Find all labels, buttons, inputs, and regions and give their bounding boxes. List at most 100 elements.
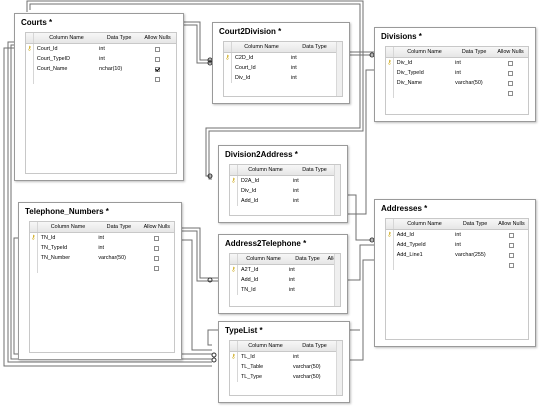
data-type[interactable]: int	[291, 75, 297, 81]
allow-nulls-checkbox[interactable]	[155, 66, 161, 72]
row-selector[interactable]	[386, 240, 394, 250]
table-row[interactable]: Court_Name nchar(10)	[26, 64, 176, 74]
table-row[interactable]: ⚷ Court_Id int	[26, 44, 176, 54]
allow-nulls-checkbox[interactable]	[508, 252, 514, 258]
row-selector[interactable]	[30, 243, 38, 253]
allow-nulls-checkbox[interactable]	[155, 76, 161, 82]
row-selector[interactable]	[386, 88, 394, 98]
column-name[interactable]: Add_Id	[241, 277, 259, 283]
column-name[interactable]: TN_Number	[40, 255, 71, 261]
column-name[interactable]: Court_TypeID	[36, 56, 71, 62]
table-courts[interactable]: Courts * Column Name Data Type Allow Nul…	[14, 13, 184, 181]
column-name[interactable]: TL_Id	[241, 354, 255, 360]
row-selector[interactable]	[386, 260, 394, 270]
allow-nulls-checkbox[interactable]	[154, 245, 160, 251]
column-name[interactable]: Div_Name	[396, 80, 422, 86]
data-type[interactable]: int	[293, 198, 299, 204]
data-type[interactable]: varchar(50)	[293, 364, 321, 370]
data-type[interactable]: int	[455, 232, 461, 238]
column-name[interactable]: TN_Id	[241, 287, 256, 293]
data-type[interactable]: int	[99, 46, 105, 52]
data-type[interactable]: int	[98, 235, 105, 241]
data-type[interactable]: int	[291, 55, 297, 61]
column-name[interactable]: Div_Id	[241, 188, 257, 194]
table-typelist[interactable]: TypeList * Column Name Data Type ⚷ TL_Id…	[218, 321, 350, 403]
column-name[interactable]: Add_TypeId	[396, 242, 426, 248]
table-row[interactable]: TL_Type varchar(50)	[230, 372, 342, 382]
allow-nulls-checkbox[interactable]	[155, 56, 161, 62]
table-row[interactable]: TL_Table varchar(50)	[230, 362, 342, 372]
data-type[interactable]: int	[455, 242, 461, 248]
allow-nulls-checkbox[interactable]	[508, 262, 514, 268]
allow-nulls-checkbox[interactable]	[508, 242, 514, 248]
allow-nulls-checkbox[interactable]	[154, 235, 160, 241]
table-row-empty[interactable]	[386, 260, 528, 270]
table-row[interactable]: ⚷ A2T_Id int	[230, 265, 340, 275]
table-telephone-numbers[interactable]: Telephone_Numbers * Column Name Data Typ…	[18, 202, 182, 360]
data-type[interactable]: int	[293, 188, 299, 194]
column-name[interactable]: Add_Id	[396, 232, 414, 238]
column-name[interactable]: Add_Line1	[396, 252, 423, 258]
data-type[interactable]: int	[289, 277, 295, 283]
table-row-empty[interactable]	[30, 263, 174, 273]
row-selector[interactable]	[26, 74, 34, 84]
row-selector[interactable]	[224, 73, 232, 83]
row-selector[interactable]: ⚷	[386, 230, 394, 240]
table-row[interactable]: ⚷ C2D_Id int	[224, 53, 342, 63]
row-selector[interactable]	[30, 253, 38, 263]
row-selector[interactable]	[230, 275, 238, 285]
allow-nulls-checkbox[interactable]	[508, 70, 514, 76]
table-row[interactable]: TN_Number varchar(50)	[30, 253, 174, 263]
column-name[interactable]: Court_Id	[235, 65, 256, 71]
column-name[interactable]: Div_Id	[396, 60, 413, 66]
row-selector[interactable]	[230, 285, 238, 295]
data-type[interactable]: int	[291, 65, 297, 71]
vertical-scrollbar[interactable]	[334, 254, 340, 306]
data-type[interactable]: int	[455, 70, 461, 76]
column-name[interactable]: A2T_Id	[241, 267, 259, 273]
table-row-empty[interactable]	[386, 88, 528, 98]
table-row[interactable]: ⚷ Add_Id int	[386, 230, 528, 240]
allow-nulls-checkbox[interactable]	[508, 60, 514, 66]
row-selector[interactable]: ⚷	[230, 176, 238, 186]
column-name[interactable]: D2A_Id	[241, 178, 259, 184]
row-selector[interactable]	[230, 186, 238, 196]
row-selector[interactable]	[224, 63, 232, 73]
allow-nulls-checkbox[interactable]	[155, 46, 161, 52]
row-selector[interactable]	[386, 250, 394, 260]
row-selector[interactable]	[230, 372, 238, 382]
table-row-empty[interactable]	[26, 74, 176, 84]
vertical-scrollbar[interactable]	[334, 165, 340, 215]
column-name[interactable]: C2D_Id	[235, 55, 254, 61]
row-selector[interactable]	[230, 196, 238, 206]
column-name[interactable]: TL_Table	[241, 364, 264, 370]
table-row[interactable]: Div_TypeId int	[386, 68, 528, 78]
data-type[interactable]: varchar(50)	[98, 255, 126, 261]
table-row[interactable]: Div_Name varchar(50)	[386, 78, 528, 88]
row-selector[interactable]: ⚷	[26, 44, 34, 54]
column-name[interactable]: Court_Id	[36, 46, 58, 52]
table-row[interactable]: Add_Id int	[230, 196, 340, 206]
table-row[interactable]: ⚷ TN_Id int	[30, 233, 174, 243]
row-selector[interactable]	[230, 362, 238, 372]
data-type[interactable]: int	[99, 56, 105, 62]
data-type[interactable]: int	[293, 354, 299, 360]
allow-nulls-checkbox[interactable]	[508, 90, 514, 96]
table-row[interactable]: TN_TypeId int	[30, 243, 174, 253]
allow-nulls-checkbox[interactable]	[508, 80, 514, 86]
column-name[interactable]: Div_Id	[235, 75, 251, 81]
data-type[interactable]: int	[455, 60, 461, 66]
table-row[interactable]: ⚷ Div_Id int	[386, 58, 528, 68]
table-row[interactable]: ⚷ D2A_Id int	[230, 176, 340, 186]
row-selector[interactable]	[30, 263, 38, 273]
table-row[interactable]: Add_Line1 varchar(255)	[386, 250, 528, 260]
row-selector[interactable]: ⚷	[230, 265, 238, 275]
data-type[interactable]: int	[289, 267, 295, 273]
vertical-scrollbar[interactable]	[336, 341, 342, 395]
row-selector[interactable]: ⚷	[386, 58, 394, 68]
table-row[interactable]: Add_Id int	[230, 275, 340, 285]
table-row[interactable]: Div_Id int	[224, 73, 342, 83]
row-selector[interactable]	[26, 54, 34, 64]
table-addresses[interactable]: Addresses * Column Name Data Type Allow …	[374, 199, 536, 347]
table-divisions[interactable]: Divisions * Column Name Data Type Allow …	[374, 27, 536, 122]
